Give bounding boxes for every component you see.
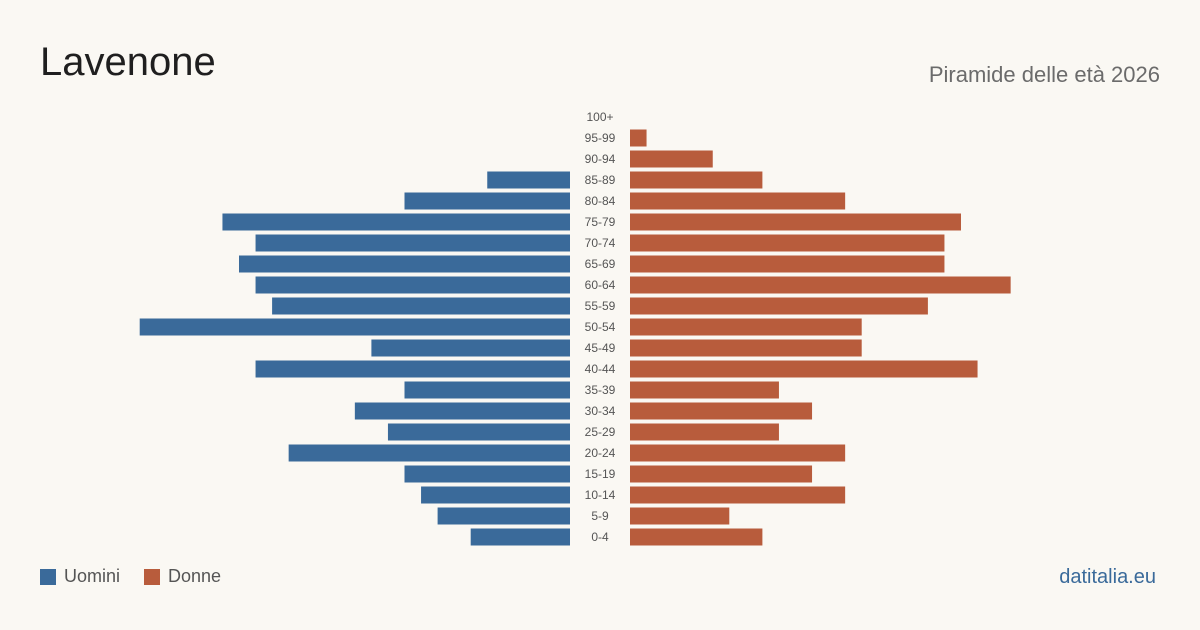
bar-women-65-69 (630, 255, 945, 273)
age-label-90-94: 90-94 (585, 152, 616, 166)
age-label-5-9: 5-9 (591, 509, 609, 523)
legend-label-men: Uomini (64, 566, 121, 586)
age-label-45-49: 45-49 (585, 341, 616, 355)
bar-men-40-44 (255, 360, 571, 378)
bar-men-50-54 (139, 318, 570, 336)
bar-men-15-19 (404, 465, 570, 483)
age-label-85-89: 85-89 (585, 173, 616, 187)
bar-women-10-14 (630, 486, 846, 504)
age-label-25-29: 25-29 (585, 425, 616, 439)
legend-swatch-men (40, 568, 56, 585)
bar-men-5-9 (437, 507, 570, 525)
legend-swatch-women (144, 568, 161, 585)
bar-men-0-4 (470, 528, 570, 546)
age-label-100+: 100+ (586, 110, 613, 124)
bar-women-25-29 (630, 423, 779, 441)
age-label-0-4: 0-4 (591, 530, 609, 544)
age-label-55-59: 55-59 (585, 299, 616, 313)
age-label-20-24: 20-24 (585, 446, 616, 460)
age-label-95-99: 95-99 (585, 131, 616, 145)
bar-women-85-89 (630, 171, 763, 189)
age-label-80-84: 80-84 (585, 194, 616, 208)
bar-women-0-4 (630, 528, 763, 546)
bar-men-55-59 (272, 297, 570, 315)
age-label-50-54: 50-54 (585, 320, 616, 334)
age-label-35-39: 35-39 (585, 383, 616, 397)
age-label-75-79: 75-79 (585, 215, 616, 229)
bar-women-75-79 (630, 213, 961, 231)
bar-women-55-59 (630, 297, 928, 315)
page-title: Lavenone (40, 40, 216, 84)
bar-men-60-64 (255, 276, 571, 294)
bar-men-30-34 (354, 402, 570, 420)
bar-women-70-74 (630, 234, 945, 252)
bar-women-80-84 (630, 192, 846, 210)
age-label-60-64: 60-64 (585, 278, 616, 292)
bar-men-80-84 (404, 192, 570, 210)
bar-women-95-99 (630, 129, 647, 147)
bar-men-75-79 (222, 213, 570, 231)
age-label-65-69: 65-69 (585, 257, 616, 271)
bar-women-30-34 (630, 402, 813, 420)
bar-men-70-74 (255, 234, 571, 252)
bar-men-85-89 (487, 171, 570, 189)
legend-label-women: Donne (168, 566, 222, 586)
bar-women-60-64 (630, 276, 1011, 294)
legend: Uomini Donne (40, 566, 237, 587)
bar-men-20-24 (288, 444, 570, 462)
bar-women-15-19 (630, 465, 813, 483)
age-label-15-19: 15-19 (585, 467, 616, 481)
bar-women-90-94 (630, 150, 713, 168)
age-label-40-44: 40-44 (585, 362, 616, 376)
source-link[interactable]: datitalia.eu (1059, 566, 1156, 588)
bar-women-50-54 (630, 318, 862, 336)
age-label-70-74: 70-74 (585, 236, 616, 250)
bar-women-20-24 (630, 444, 846, 462)
bar-women-40-44 (630, 360, 978, 378)
age-label-30-34: 30-34 (585, 404, 616, 418)
bar-men-35-39 (404, 381, 570, 399)
bar-women-45-49 (630, 339, 862, 357)
legend-item-men: Uomini (40, 566, 120, 587)
age-label-10-14: 10-14 (585, 488, 616, 502)
bar-men-10-14 (421, 486, 570, 504)
bar-women-5-9 (630, 507, 730, 525)
bar-women-35-39 (630, 381, 779, 399)
chart-subtitle: Piramide delle età 2026 (928, 62, 1160, 87)
bar-men-45-49 (371, 339, 570, 357)
bar-men-65-69 (239, 255, 570, 273)
legend-item-women: Donne (144, 566, 221, 587)
bar-men-25-29 (387, 423, 570, 441)
